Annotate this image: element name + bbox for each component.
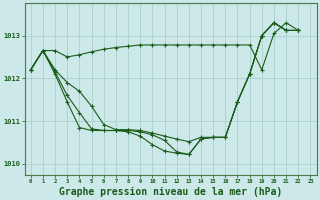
X-axis label: Graphe pression niveau de la mer (hPa): Graphe pression niveau de la mer (hPa)	[59, 186, 282, 197]
